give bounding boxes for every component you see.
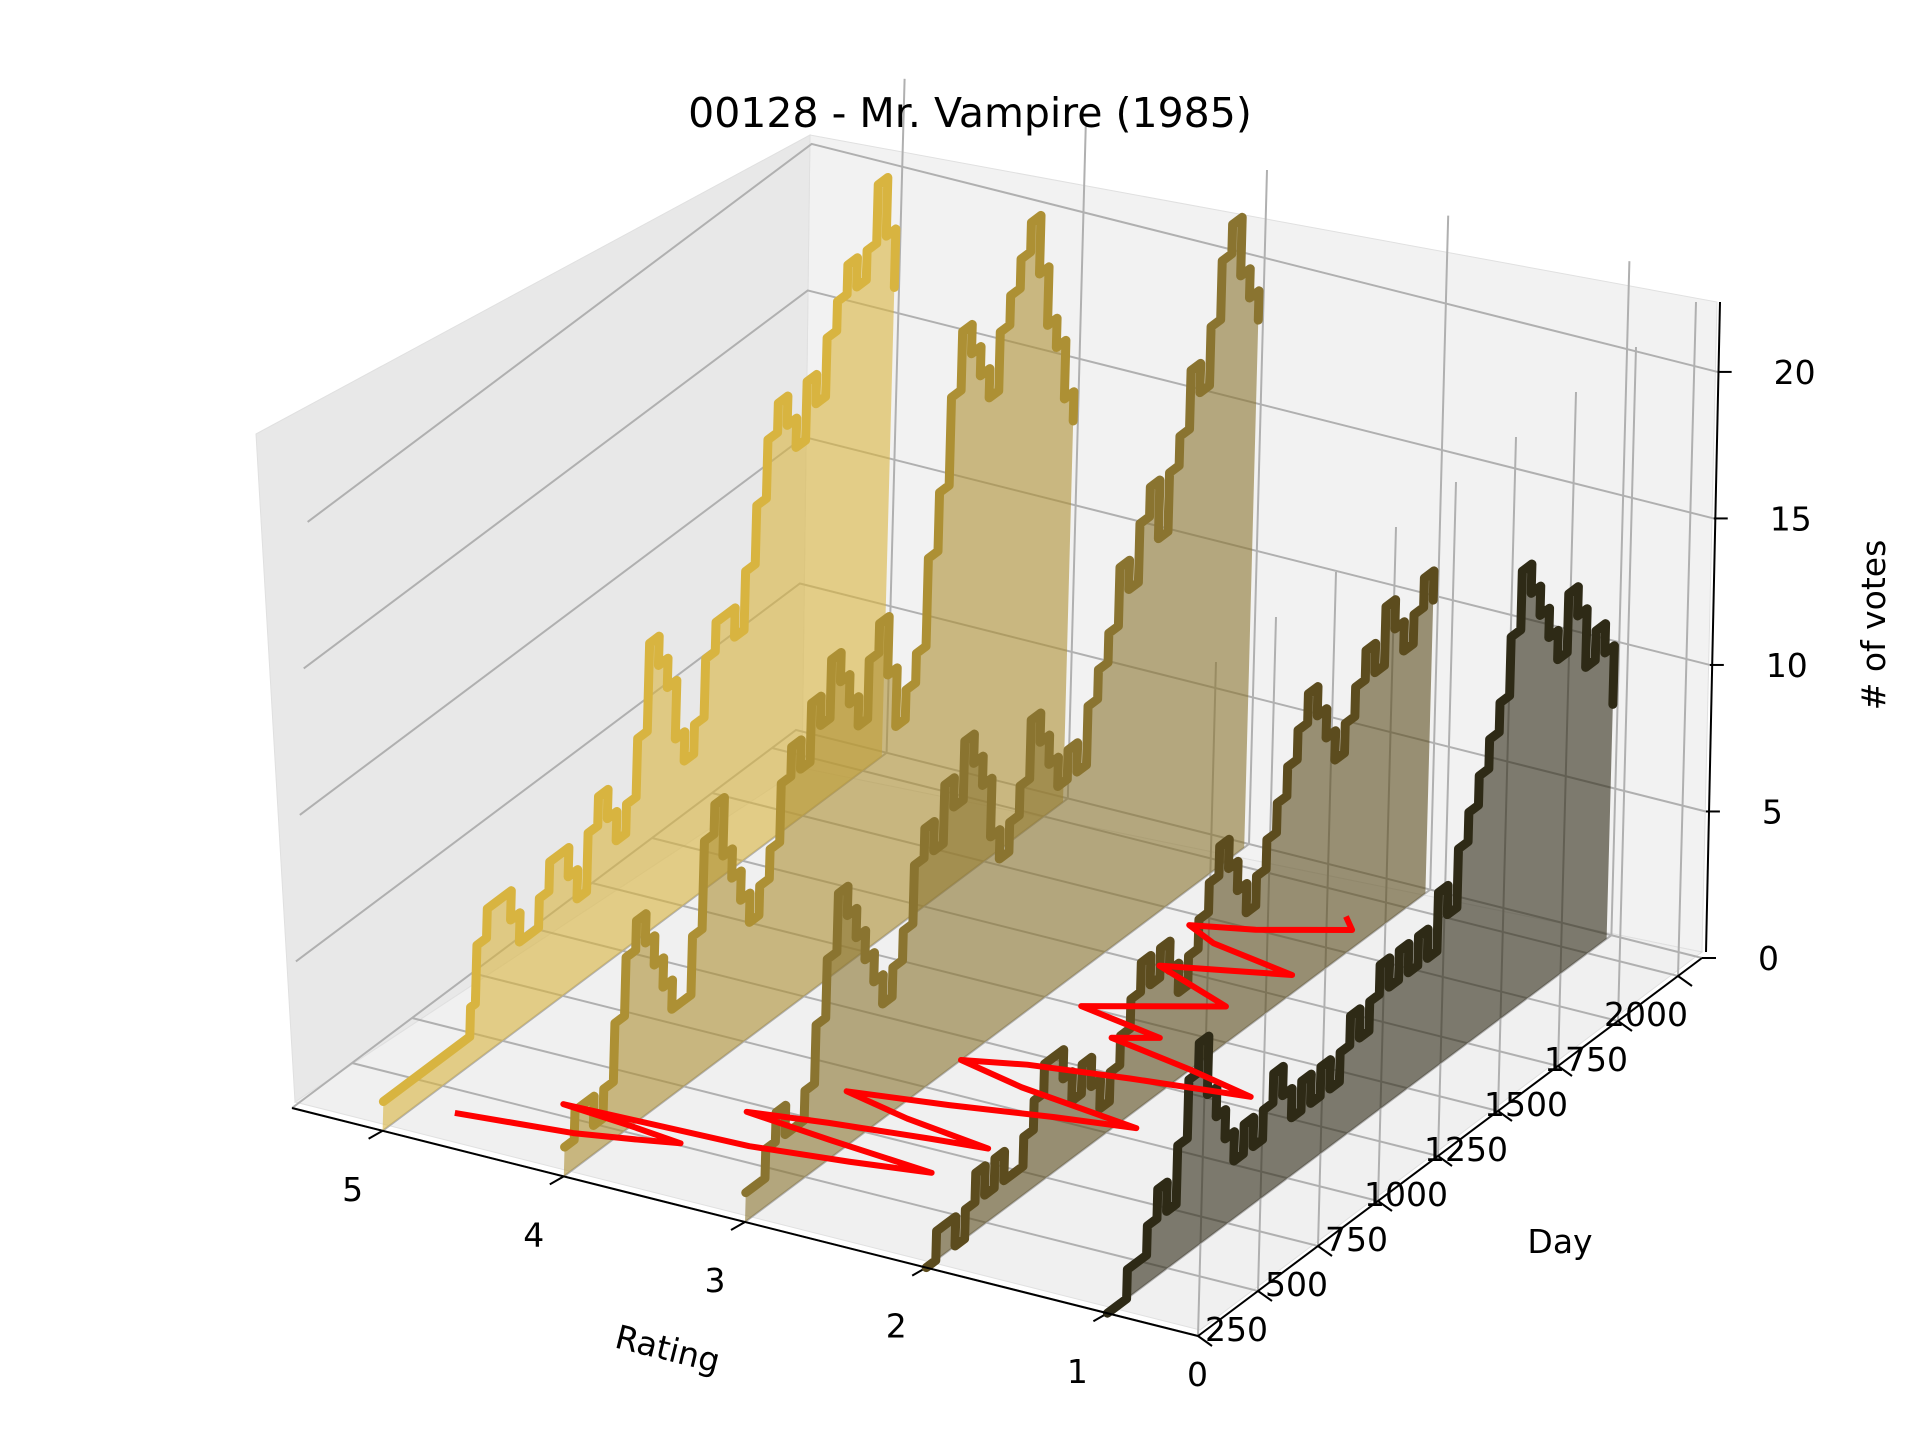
line-rating-3 [741,212,1264,1198]
x-axis-label: Rating [611,1317,724,1381]
tick-label-day: 250 [1205,1310,1268,1349]
tick-day [1197,1335,1213,1347]
tick-label-rating: 1 [1067,1352,1088,1391]
tick-day [1377,1200,1393,1212]
tick-day [1437,1155,1453,1167]
z-axis-label: # of votes [1854,540,1893,711]
tick-label-votes: 0 [1758,939,1779,978]
tick-rating [730,1221,746,1231]
tick-label-day: 1750 [1544,1040,1628,1079]
tick-day [1497,1110,1513,1122]
tick-label-day: 1000 [1364,1175,1448,1214]
area-rating-2 [926,570,1435,1268]
y-axis-label: Day [1527,1222,1592,1261]
tick-label-day: 1250 [1424,1130,1508,1169]
gridline-votes [307,142,1718,523]
red-trace-line [454,915,1356,1176]
tick-label-rating: 4 [523,1215,544,1254]
tick-label-rating: 5 [342,1170,363,1209]
series-layer [378,173,1619,1318]
tick-label-day: 0 [1187,1355,1208,1394]
tick-day [1317,1245,1333,1257]
tick-label-votes: 10 [1766,646,1808,685]
red-trace-layer [454,915,1356,1176]
tick-label-votes: 5 [1762,792,1783,831]
tick-rating [549,1175,565,1186]
tick-label-day: 500 [1265,1265,1328,1304]
tick-label-rating: 2 [886,1307,907,1346]
tick-day [1557,1065,1573,1077]
tick-label-day: 750 [1325,1220,1388,1259]
tick-label-day: 1500 [1484,1085,1568,1124]
x-axis-line [291,1107,1199,1337]
line-rating-5 [378,173,901,1106]
y-axis-line [1197,957,1703,1337]
gridline-votes [303,289,1714,670]
chart-title: 00128 - Mr. Vampire (1985) [688,89,1252,137]
tick-label-rating: 3 [705,1261,726,1300]
tick-day [1257,1290,1273,1302]
tick-label-day: 2000 [1604,995,1688,1034]
line-rating-4 [560,210,1079,1152]
tick-day [1677,975,1693,987]
z-axis-line [1705,301,1721,953]
tick-day [1617,1020,1633,1032]
tick-rating [368,1129,384,1140]
tick-label-votes: 15 [1770,499,1812,538]
tick-label-votes: 20 [1774,353,1816,392]
area-rating-1 [1107,564,1615,1314]
line-rating-1 [1102,559,1619,1318]
